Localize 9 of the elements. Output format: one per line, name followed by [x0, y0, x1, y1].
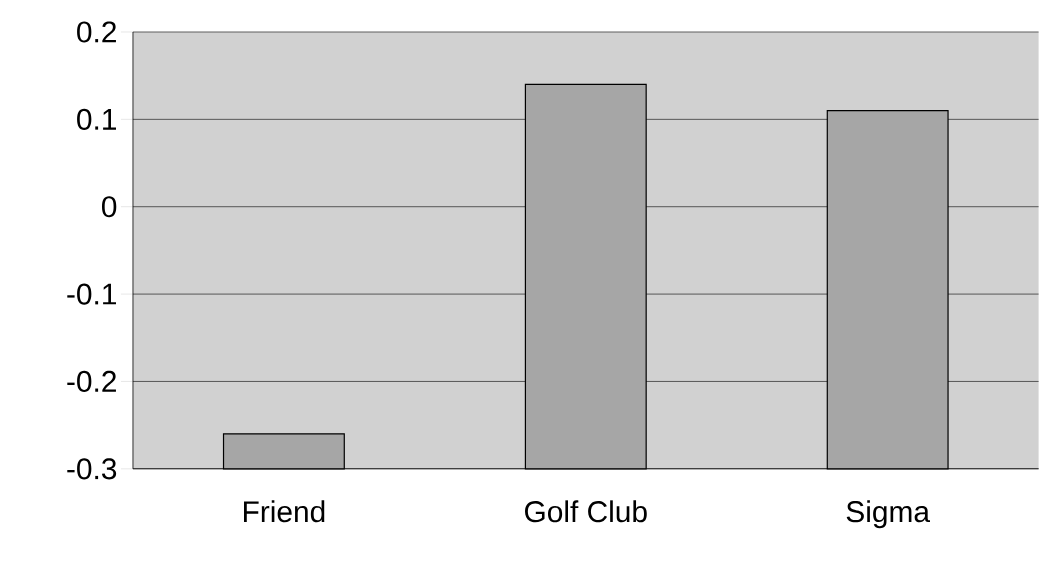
x-tick-label: Sigma	[846, 500, 930, 529]
y-tick-label: -0.3	[67, 458, 117, 480]
y-tick-label: -0.1	[67, 283, 116, 305]
y-tick-label: 0	[102, 196, 117, 218]
x-tick-label: Golf Club	[525, 500, 647, 523]
y-tick-label: 0.1	[77, 108, 116, 131]
y-tick-label: 0.2	[77, 21, 116, 43]
x-tick-label: Friend	[244, 500, 325, 523]
y-tick-label: -0.2	[67, 370, 116, 393]
